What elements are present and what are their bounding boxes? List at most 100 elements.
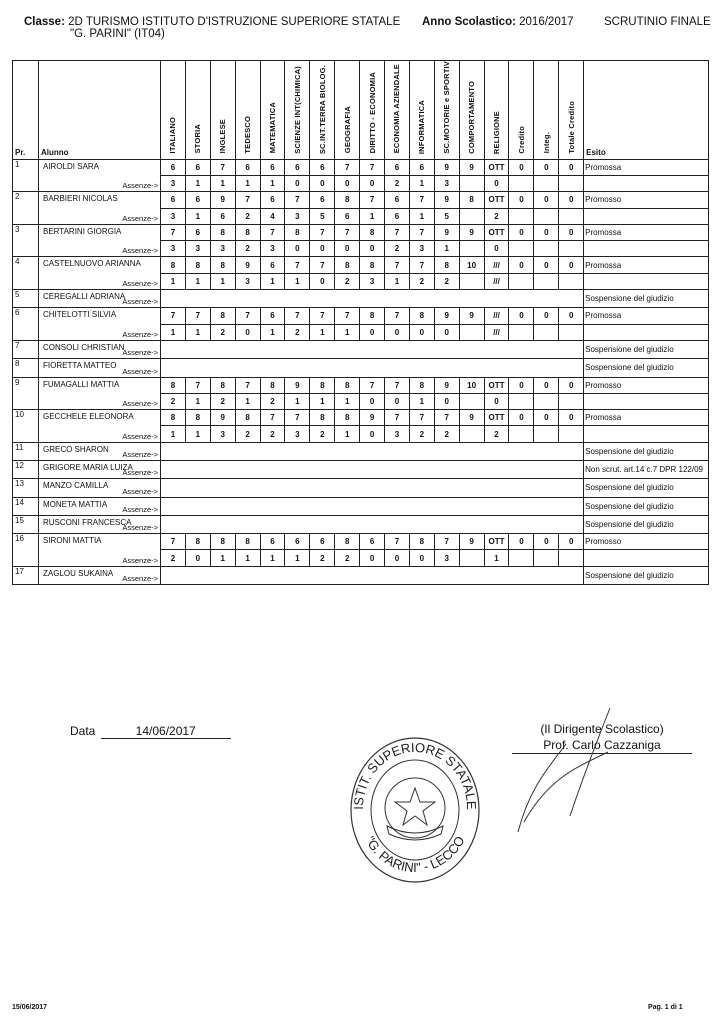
grade-cell: 7 xyxy=(408,256,435,274)
grade-cell: 7 xyxy=(284,409,311,427)
absence-cell: 0 xyxy=(284,240,311,258)
absence-cell: /// xyxy=(483,323,510,341)
absence-cell: 1 xyxy=(384,272,410,291)
grade-cell: 9 xyxy=(234,256,261,274)
absence-cell: 1 xyxy=(334,392,361,411)
absence-cell: 1 xyxy=(209,272,236,291)
absences-label: Assenze-> xyxy=(122,486,158,496)
grade-cell: 9 xyxy=(458,409,485,427)
grade-cell: 6 xyxy=(284,533,311,551)
grade-cell: 8 xyxy=(309,409,336,427)
student-number: 8 xyxy=(12,358,39,378)
absences-label: Assenze-> xyxy=(122,279,158,289)
grade-cell: 9 xyxy=(458,158,485,176)
grade-cell: 8 xyxy=(408,376,435,394)
student-number: 2 xyxy=(12,191,39,225)
grade-cell: 8 xyxy=(234,533,261,551)
grade-cell: 7 xyxy=(359,376,386,394)
grade-cell: 0 xyxy=(558,376,585,394)
student-name: FIORETTA MATTEO xyxy=(43,361,117,371)
student-name-cell: MONETA MATTIA Assenze-> xyxy=(38,496,161,516)
grade-cell: 0 xyxy=(533,533,560,551)
grade-cell: 9 xyxy=(433,376,460,394)
absence-cell: 2 xyxy=(483,425,510,443)
grade-cell: 7 xyxy=(259,223,286,242)
student-name-cell: FUMAGALLI MATTIA Assenze-> xyxy=(38,376,161,411)
absence-cell xyxy=(508,549,535,567)
class-value-line2: "G. PARINI" (IT04) xyxy=(70,28,165,40)
esito-cell: Sospensione del giudizio xyxy=(583,358,709,378)
column-header-subject: GEOGRAFIA xyxy=(334,60,361,160)
handwritten-signature xyxy=(517,707,611,833)
esito-cell: Promosso xyxy=(583,376,709,394)
student-number: 10 xyxy=(12,409,39,443)
column-header-subject: SC.INT.TERRA BIOLOG. xyxy=(309,60,336,160)
grade-cell: 8 xyxy=(408,533,435,551)
absence-cell: 2 xyxy=(160,549,186,567)
grade-cell: 8 xyxy=(359,307,386,325)
absence-cell: 2 xyxy=(209,392,236,411)
absence-cell: 1 xyxy=(184,174,211,193)
student-number: 3 xyxy=(12,223,39,258)
student-name: RUSCONI FRANCESCA xyxy=(43,517,132,527)
grade-cell: 6 xyxy=(160,191,186,209)
grade-cell: 6 xyxy=(259,256,286,274)
absence-cell: 1 xyxy=(259,549,286,567)
student-name-cell: GRECO SHARON Assenze-> xyxy=(38,441,161,461)
absence-cell: 2 xyxy=(160,392,186,411)
column-header-label: TEDESCO xyxy=(243,115,253,154)
grade-cell: 7 xyxy=(359,158,386,176)
grade-cell: 8 xyxy=(408,307,435,325)
absence-cell: 1 xyxy=(234,392,261,411)
student-row: 1 AIROLDI SARA Assenze-> 6 6 7 6 6 6 6 7 7 6 6 9 9 OTT 0 0… xyxy=(12,158,709,193)
grade-cell: OTT xyxy=(483,409,510,427)
grade-cell: 0 xyxy=(533,191,560,209)
student-name-cell: BARBIERI NICOLAS Assenze-> xyxy=(38,191,161,225)
grade-cell: 8 xyxy=(209,256,236,274)
grade-cell: 7 xyxy=(284,307,311,325)
grade-cell: 6 xyxy=(259,533,286,551)
esito-cell: Sospensione del giudizio xyxy=(583,514,709,535)
absence-cell: 1 xyxy=(284,272,311,291)
grade-cell: 0 xyxy=(558,256,585,274)
grades-empty-cell xyxy=(159,478,585,498)
absence-cell xyxy=(558,549,585,567)
absences-label: Assenze-> xyxy=(122,523,158,533)
grade-cell: 6 xyxy=(184,191,211,209)
grade-cell: 7 xyxy=(334,158,361,176)
grade-cell: 6 xyxy=(259,191,286,209)
grade-cell: 9 xyxy=(458,533,485,551)
grade-cell: 0 xyxy=(533,256,560,274)
grade-cell: 0 xyxy=(533,409,560,427)
absences-label: Assenze-> xyxy=(122,297,158,307)
date-label: Data xyxy=(70,724,96,738)
absences-label: Assenze-> xyxy=(122,504,158,514)
grade-cell: 8 xyxy=(184,533,211,551)
absence-cell: 2 xyxy=(483,207,510,225)
absences-label: Assenze-> xyxy=(122,574,158,584)
grade-cell: 6 xyxy=(259,158,286,176)
absence-cell: 2 xyxy=(234,240,261,258)
absence-cell: 3 xyxy=(209,425,236,443)
absence-cell: 1 xyxy=(160,272,186,291)
grade-cell: 8 xyxy=(334,533,361,551)
grades-table: Pr. Alunno ITALIANO STORIA INGLESE TEDESCO MAT… xyxy=(12,60,709,586)
absence-cell: 3 xyxy=(259,240,286,258)
absence-cell: 3 xyxy=(433,549,460,567)
absence-cell: 0 xyxy=(433,392,460,411)
student-number: 7 xyxy=(12,339,39,360)
absence-cell xyxy=(558,240,585,258)
grade-cell: 7 xyxy=(284,191,311,209)
student-name-cell: ZAGLOU SUKAINA Assenze-> xyxy=(38,565,161,586)
grade-cell: 8 xyxy=(184,256,211,274)
absence-cell xyxy=(558,207,585,225)
absence-cell: 2 xyxy=(433,425,460,443)
esito-cell: Promossa xyxy=(583,256,709,274)
absence-cell: 3 xyxy=(433,174,460,193)
absence-cell: 1 xyxy=(433,240,460,258)
absence-cell xyxy=(533,392,560,411)
esito-empty-cell xyxy=(583,425,709,443)
grade-cell: 7 xyxy=(433,409,460,427)
